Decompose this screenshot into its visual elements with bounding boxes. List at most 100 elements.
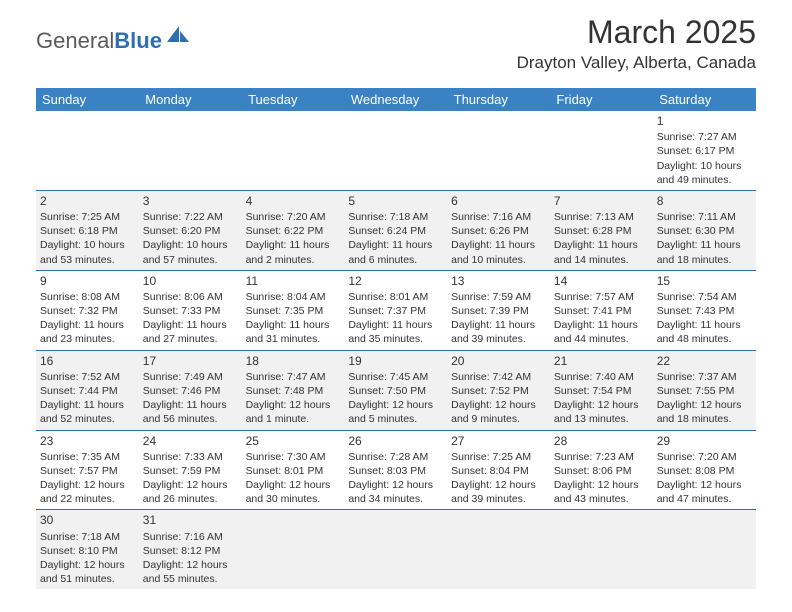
- day-header-thursday: Thursday: [447, 88, 550, 111]
- daylight-line: Daylight: 12 hours and 43 minutes.: [554, 478, 649, 506]
- day-cell-26: 26Sunrise: 7:28 AMSunset: 8:03 PMDayligh…: [344, 430, 447, 510]
- sunset-line: Sunset: 6:24 PM: [348, 224, 443, 238]
- day-cell-7: 7Sunrise: 7:13 AMSunset: 6:28 PMDaylight…: [550, 190, 653, 270]
- sunrise-line: Sunrise: 7:49 AM: [143, 370, 238, 384]
- empty-cell: [139, 111, 242, 190]
- day-header-friday: Friday: [550, 88, 653, 111]
- calendar-row: 30Sunrise: 7:18 AMSunset: 8:10 PMDayligh…: [36, 510, 756, 589]
- day-number: 26: [348, 433, 443, 449]
- sunset-line: Sunset: 6:20 PM: [143, 224, 238, 238]
- sunrise-line: Sunrise: 7:59 AM: [451, 290, 546, 304]
- sunrise-line: Sunrise: 7:25 AM: [451, 450, 546, 464]
- sunset-line: Sunset: 7:55 PM: [657, 384, 752, 398]
- daylight-line: Daylight: 11 hours and 23 minutes.: [40, 318, 135, 346]
- day-cell-9: 9Sunrise: 8:08 AMSunset: 7:32 PMDaylight…: [36, 270, 139, 350]
- day-cell-1: 1Sunrise: 7:27 AMSunset: 6:17 PMDaylight…: [653, 111, 756, 190]
- day-cell-24: 24Sunrise: 7:33 AMSunset: 7:59 PMDayligh…: [139, 430, 242, 510]
- day-number: 25: [246, 433, 341, 449]
- day-header-tuesday: Tuesday: [242, 88, 345, 111]
- sunrise-line: Sunrise: 8:06 AM: [143, 290, 238, 304]
- empty-cell: [447, 111, 550, 190]
- sunrise-line: Sunrise: 8:08 AM: [40, 290, 135, 304]
- sunset-line: Sunset: 7:32 PM: [40, 304, 135, 318]
- sunset-line: Sunset: 7:43 PM: [657, 304, 752, 318]
- day-number: 19: [348, 353, 443, 369]
- sunrise-line: Sunrise: 7:23 AM: [554, 450, 649, 464]
- empty-cell: [344, 111, 447, 190]
- day-number: 2: [40, 193, 135, 209]
- day-number: 4: [246, 193, 341, 209]
- logo-text-blue: Blue: [114, 28, 162, 54]
- day-cell-3: 3Sunrise: 7:22 AMSunset: 6:20 PMDaylight…: [139, 190, 242, 270]
- daylight-line: Daylight: 11 hours and 27 minutes.: [143, 318, 238, 346]
- day-cell-18: 18Sunrise: 7:47 AMSunset: 7:48 PMDayligh…: [242, 350, 345, 430]
- sunset-line: Sunset: 7:57 PM: [40, 464, 135, 478]
- day-number: 27: [451, 433, 546, 449]
- sunset-line: Sunset: 7:44 PM: [40, 384, 135, 398]
- sunset-line: Sunset: 6:17 PM: [657, 144, 752, 158]
- empty-cell: [242, 510, 345, 589]
- empty-cell: [344, 510, 447, 589]
- day-number: 31: [143, 512, 238, 528]
- day-cell-12: 12Sunrise: 8:01 AMSunset: 7:37 PMDayligh…: [344, 270, 447, 350]
- day-number: 11: [246, 273, 341, 289]
- empty-cell: [550, 111, 653, 190]
- logo: General Blue: [36, 24, 191, 57]
- sunrise-line: Sunrise: 7:28 AM: [348, 450, 443, 464]
- day-cell-10: 10Sunrise: 8:06 AMSunset: 7:33 PMDayligh…: [139, 270, 242, 350]
- day-cell-17: 17Sunrise: 7:49 AMSunset: 7:46 PMDayligh…: [139, 350, 242, 430]
- sunrise-line: Sunrise: 7:57 AM: [554, 290, 649, 304]
- daylight-line: Daylight: 11 hours and 6 minutes.: [348, 238, 443, 266]
- day-cell-27: 27Sunrise: 7:25 AMSunset: 8:04 PMDayligh…: [447, 430, 550, 510]
- daylight-line: Daylight: 12 hours and 34 minutes.: [348, 478, 443, 506]
- sunset-line: Sunset: 8:01 PM: [246, 464, 341, 478]
- day-cell-6: 6Sunrise: 7:16 AMSunset: 6:26 PMDaylight…: [447, 190, 550, 270]
- calendar-body: 1Sunrise: 7:27 AMSunset: 6:17 PMDaylight…: [36, 111, 756, 589]
- sunset-line: Sunset: 8:06 PM: [554, 464, 649, 478]
- daylight-line: Daylight: 12 hours and 9 minutes.: [451, 398, 546, 426]
- sunset-line: Sunset: 6:28 PM: [554, 224, 649, 238]
- sunset-line: Sunset: 6:22 PM: [246, 224, 341, 238]
- daylight-line: Daylight: 10 hours and 49 minutes.: [657, 159, 752, 187]
- calendar-header-row: SundayMondayTuesdayWednesdayThursdayFrid…: [36, 88, 756, 111]
- daylight-line: Daylight: 12 hours and 26 minutes.: [143, 478, 238, 506]
- sunset-line: Sunset: 8:04 PM: [451, 464, 546, 478]
- sunrise-line: Sunrise: 7:16 AM: [451, 210, 546, 224]
- sunset-line: Sunset: 8:08 PM: [657, 464, 752, 478]
- day-number: 21: [554, 353, 649, 369]
- day-number: 18: [246, 353, 341, 369]
- day-cell-31: 31Sunrise: 7:16 AMSunset: 8:12 PMDayligh…: [139, 510, 242, 589]
- daylight-line: Daylight: 12 hours and 1 minute.: [246, 398, 341, 426]
- calendar-row: 16Sunrise: 7:52 AMSunset: 7:44 PMDayligh…: [36, 350, 756, 430]
- daylight-line: Daylight: 11 hours and 52 minutes.: [40, 398, 135, 426]
- day-header-sunday: Sunday: [36, 88, 139, 111]
- day-cell-13: 13Sunrise: 7:59 AMSunset: 7:39 PMDayligh…: [447, 270, 550, 350]
- sunrise-line: Sunrise: 7:45 AM: [348, 370, 443, 384]
- daylight-line: Daylight: 11 hours and 48 minutes.: [657, 318, 752, 346]
- calendar-row: 2Sunrise: 7:25 AMSunset: 6:18 PMDaylight…: [36, 190, 756, 270]
- sunset-line: Sunset: 6:26 PM: [451, 224, 546, 238]
- day-number: 29: [657, 433, 752, 449]
- sunset-line: Sunset: 7:59 PM: [143, 464, 238, 478]
- sunset-line: Sunset: 7:37 PM: [348, 304, 443, 318]
- sunrise-line: Sunrise: 8:01 AM: [348, 290, 443, 304]
- daylight-line: Daylight: 12 hours and 51 minutes.: [40, 558, 135, 586]
- empty-cell: [653, 510, 756, 589]
- day-number: 15: [657, 273, 752, 289]
- day-number: 16: [40, 353, 135, 369]
- sunset-line: Sunset: 7:46 PM: [143, 384, 238, 398]
- sunset-line: Sunset: 6:18 PM: [40, 224, 135, 238]
- day-number: 12: [348, 273, 443, 289]
- calendar-row: 23Sunrise: 7:35 AMSunset: 7:57 PMDayligh…: [36, 430, 756, 510]
- day-number: 23: [40, 433, 135, 449]
- sunset-line: Sunset: 7:39 PM: [451, 304, 546, 318]
- daylight-line: Daylight: 12 hours and 47 minutes.: [657, 478, 752, 506]
- day-number: 20: [451, 353, 546, 369]
- sunrise-line: Sunrise: 7:52 AM: [40, 370, 135, 384]
- sunrise-line: Sunrise: 7:27 AM: [657, 130, 752, 144]
- calendar-row: 9Sunrise: 8:08 AMSunset: 7:32 PMDaylight…: [36, 270, 756, 350]
- sunrise-line: Sunrise: 7:13 AM: [554, 210, 649, 224]
- sunset-line: Sunset: 7:50 PM: [348, 384, 443, 398]
- daylight-line: Daylight: 11 hours and 18 minutes.: [657, 238, 752, 266]
- empty-cell: [36, 111, 139, 190]
